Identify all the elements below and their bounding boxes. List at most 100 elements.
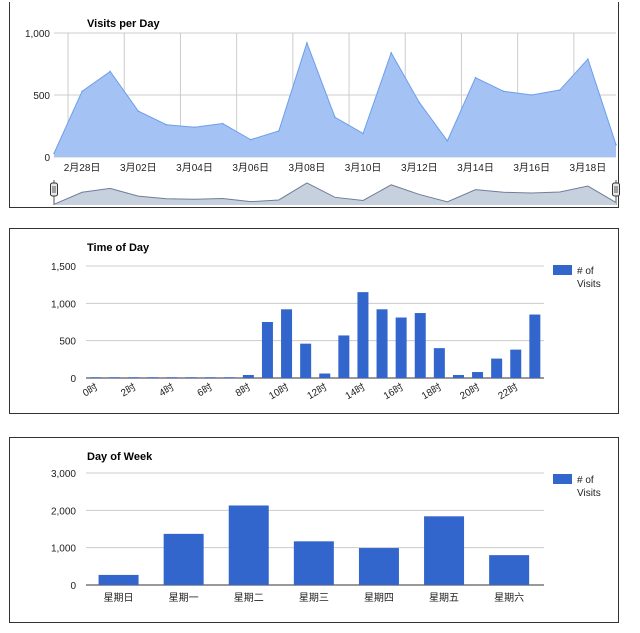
x-tick-label: 3月04日 xyxy=(176,162,213,174)
bar-10时[interactable] xyxy=(281,309,293,378)
bar-星期四[interactable] xyxy=(358,548,399,585)
bar-9时[interactable] xyxy=(261,322,273,378)
visits-area xyxy=(54,42,616,157)
bar-星期二[interactable] xyxy=(228,505,269,585)
y-tick-label: 2,000 xyxy=(51,506,76,517)
x-tick-label: 星期一 xyxy=(169,592,199,604)
visits-point xyxy=(418,101,421,104)
x-tick-label: 12时 xyxy=(305,381,329,402)
bar-星期三[interactable] xyxy=(293,541,334,585)
x-tick-label: 22时 xyxy=(496,381,520,402)
bar-1时[interactable] xyxy=(109,377,121,378)
x-tick-label: 3月08日 xyxy=(289,162,326,174)
bar-21时[interactable] xyxy=(491,358,503,378)
visits-chart-title: Visits per Day xyxy=(87,18,160,30)
visits-point xyxy=(193,126,196,129)
legend-label: # of Visits xyxy=(577,266,601,290)
x-tick-label: 3月02日 xyxy=(120,162,157,174)
x-tick-label: 3月14日 xyxy=(457,162,494,174)
y-tick-label: 1,000 xyxy=(51,299,76,310)
y-tick-label: 0 xyxy=(44,153,50,164)
visits-point xyxy=(81,90,83,93)
legend-swatch xyxy=(553,474,572,484)
visits-point xyxy=(587,58,589,60)
x-tick-label: 2时 xyxy=(119,381,138,399)
x-tick-label: 星期五 xyxy=(429,592,459,604)
day-of-week-panel: Day of Week 0 1,000 2,000 3,000 星期日 星期一 星期二 星期三… xyxy=(9,437,619,623)
x-tick-label: 3月06日 xyxy=(232,162,269,174)
visits-point xyxy=(334,116,336,119)
visits-point xyxy=(446,140,449,142)
bar-20时[interactable] xyxy=(472,372,484,378)
x-tick-label: 星期日 xyxy=(104,592,134,604)
legend-label: # of Visits xyxy=(577,475,601,499)
x-tick-label: 4时 xyxy=(157,381,176,399)
bar-15时[interactable] xyxy=(376,309,388,378)
visits-point xyxy=(165,123,168,126)
visits-point xyxy=(137,110,140,112)
visits-point xyxy=(502,90,505,93)
x-tick-label: 20时 xyxy=(458,381,482,402)
bar-星期六[interactable] xyxy=(489,555,530,585)
y-tick-label: 3,000 xyxy=(51,469,76,480)
bar-6时[interactable] xyxy=(204,377,216,378)
legend-swatch xyxy=(553,265,572,275)
visits-point xyxy=(559,89,561,91)
y-tick-label: 0 xyxy=(70,374,76,385)
week-chart-title: Day of Week xyxy=(87,451,153,463)
x-tick-label: 16时 xyxy=(381,381,405,402)
x-tick-label: 8时 xyxy=(233,381,252,399)
x-tick-label: 3月16日 xyxy=(513,162,550,174)
bar-22时[interactable] xyxy=(510,349,522,378)
bar-13时[interactable] xyxy=(338,335,350,378)
bar-12时[interactable] xyxy=(319,373,331,378)
bar-23时[interactable] xyxy=(529,314,541,378)
x-tick-label: 3月10日 xyxy=(345,162,382,174)
x-tick-label: 14时 xyxy=(343,381,367,402)
bar-3时[interactable] xyxy=(147,377,159,378)
bar-17时[interactable] xyxy=(414,313,426,378)
x-tick-label: 星期二 xyxy=(234,592,264,604)
range-selector-area xyxy=(54,182,616,205)
x-tick-label: 6时 xyxy=(195,381,214,399)
x-tick-label: 0时 xyxy=(81,381,100,399)
x-tick-label: 3月18日 xyxy=(570,162,607,174)
visits-per-day-panel: Visits per Day 0 500 1,000 2月28日 3月02日 3月04日 3… xyxy=(9,2,620,208)
bar-18时[interactable] xyxy=(433,348,445,378)
range-selector-right-handle[interactable] xyxy=(612,182,620,197)
visits-point xyxy=(53,152,55,155)
visits-point xyxy=(306,42,308,44)
bar-7时[interactable] xyxy=(223,377,235,378)
bar-14时[interactable] xyxy=(357,292,369,378)
y-tick-label: 500 xyxy=(33,91,50,102)
bar-星期五[interactable] xyxy=(424,516,465,585)
y-tick-label: 500 xyxy=(59,337,76,348)
x-tick-label: 星期六 xyxy=(494,592,524,604)
time-chart-title: Time of Day xyxy=(87,242,150,254)
visits-point xyxy=(278,130,280,132)
visits-point xyxy=(221,122,224,125)
day-of-week-chart: Day of Week 0 1,000 2,000 3,000 星期日 星期一 星期二 星期三… xyxy=(51,451,601,604)
bar-5时[interactable] xyxy=(185,377,197,378)
visits-point xyxy=(390,52,393,54)
x-tick-label: 3月12日 xyxy=(401,162,438,174)
x-tick-label: 10时 xyxy=(267,381,291,402)
x-tick-label: 星期三 xyxy=(299,592,329,604)
time-of-day-chart: Time of Day 0 500 1,000 1,500 0时 2时 4时 6时 8时 10时 1… xyxy=(51,242,601,402)
bar-星期一[interactable] xyxy=(163,533,204,585)
bar-0时[interactable] xyxy=(90,377,102,378)
x-tick-label: 18时 xyxy=(420,381,444,402)
bar-星期日[interactable] xyxy=(98,574,139,585)
x-tick-label: 星期四 xyxy=(364,592,394,604)
visits-per-day-chart: Visits per Day 0 500 1,000 2月28日 3月02日 3月04日 3… xyxy=(25,18,620,205)
bar-2时[interactable] xyxy=(128,377,140,378)
bar-16时[interactable] xyxy=(395,317,407,378)
bar-19时[interactable] xyxy=(452,375,464,378)
visits-point xyxy=(474,76,477,79)
y-tick-label: 1,500 xyxy=(51,262,76,273)
bar-11时[interactable] xyxy=(300,343,312,378)
bar-8时[interactable] xyxy=(242,375,254,378)
bar-4时[interactable] xyxy=(166,377,178,378)
range-selector-left-handle[interactable] xyxy=(50,182,58,197)
visits-point xyxy=(615,143,617,146)
